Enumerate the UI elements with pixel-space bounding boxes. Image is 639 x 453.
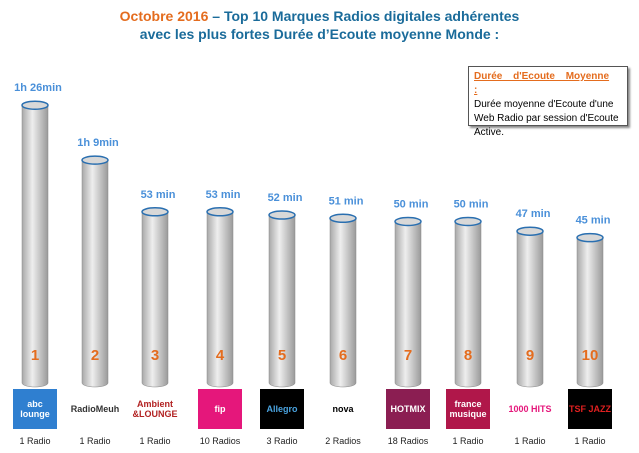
legend-text: Durée moyenne d'Ecoute d'une Web Radio p… — [474, 99, 619, 138]
radio-count: 1 Radio — [19, 436, 51, 446]
brand-logo: RadioMeuh — [71, 389, 119, 429]
title-date: Octobre 2016 — [119, 8, 209, 24]
brand-logo: fip — [198, 389, 242, 429]
cylinder-top — [329, 213, 357, 224]
radio-count: 1 Radio — [79, 436, 111, 446]
data-label: 50 min — [454, 199, 489, 211]
cylinder-bar — [268, 214, 296, 388]
cylinder-bar — [576, 237, 604, 388]
radio-count: 2 Radios — [325, 436, 361, 446]
brand-logo: nova — [321, 389, 365, 429]
rank-label: 4 — [216, 347, 225, 364]
cylinder-bar — [394, 221, 422, 388]
data-label: 1h 26min — [14, 82, 62, 94]
cylinder-bar — [206, 211, 234, 388]
cylinder-bar — [141, 211, 169, 388]
cylinder-top — [516, 226, 544, 236]
rank-label: 9 — [526, 347, 534, 364]
cylinder-bar — [329, 218, 357, 388]
cylinder-top — [454, 216, 482, 227]
rank-label: 2 — [91, 347, 99, 364]
cylinder-top — [81, 155, 109, 165]
radio-count: 1 Radio — [139, 436, 171, 446]
rank-label: 6 — [339, 347, 347, 364]
brand-logo: Allegro — [260, 389, 304, 429]
brand-logo: Ambient &LOUNGE — [133, 389, 178, 429]
radio-count: 18 Radios — [387, 436, 429, 446]
radio-count: 1 Radio — [574, 436, 606, 446]
chart-title-line2: avec les plus fortes Durée d’Ecoute moye… — [139, 26, 500, 42]
data-label: 45 min — [576, 215, 611, 227]
cylinder-top — [206, 207, 234, 217]
radio-count: 3 Radio — [266, 436, 298, 446]
cylinder-top — [394, 216, 422, 227]
radio-count: 1 Radio — [514, 436, 546, 446]
cylinder-top — [576, 232, 604, 243]
cylinder-top — [141, 207, 169, 217]
data-label: 53 min — [141, 189, 176, 201]
chart-title-line1: Octobre 2016 – Top 10 Marques Radios dig… — [0, 8, 639, 24]
brand-logo: 1000 HITS — [508, 389, 552, 429]
cylinder-bar — [516, 230, 544, 388]
data-label: 50 min — [394, 199, 429, 211]
data-label: 47 min — [516, 208, 551, 220]
rank-label: 7 — [404, 347, 412, 364]
rank-label: 8 — [464, 347, 472, 364]
data-label: 1h 9min — [77, 137, 119, 149]
rank-label: 5 — [278, 347, 286, 364]
brand-logo: abc lounge — [13, 389, 57, 429]
cylinder-top — [21, 100, 49, 110]
cylinder-bar — [454, 221, 482, 388]
brand-logo: france musique — [446, 389, 490, 429]
cylinder-bar — [81, 159, 109, 388]
brand-logo: TSF JAZZ — [568, 389, 612, 429]
data-label: 51 min — [329, 195, 364, 207]
title-rest: – Top 10 Marques Radios digitales adhére… — [208, 8, 520, 24]
radio-count: 10 Radios — [199, 436, 241, 446]
rank-label: 3 — [151, 347, 159, 364]
brand-logo: HOTMIX — [386, 389, 430, 429]
legend-heading: Durée d'Ecoute Moyenne : — [474, 71, 610, 96]
data-label: 53 min — [206, 189, 241, 201]
cylinder-bar — [21, 104, 49, 388]
radio-count: 1 Radio — [452, 436, 484, 446]
data-label: 52 min — [268, 192, 303, 204]
rank-label: 1 — [31, 347, 39, 364]
legend-box: Durée d'Ecoute Moyenne : Durée moyenne d'… — [468, 66, 628, 138]
cylinder-top — [268, 210, 296, 220]
rank-label: 10 — [582, 347, 599, 364]
